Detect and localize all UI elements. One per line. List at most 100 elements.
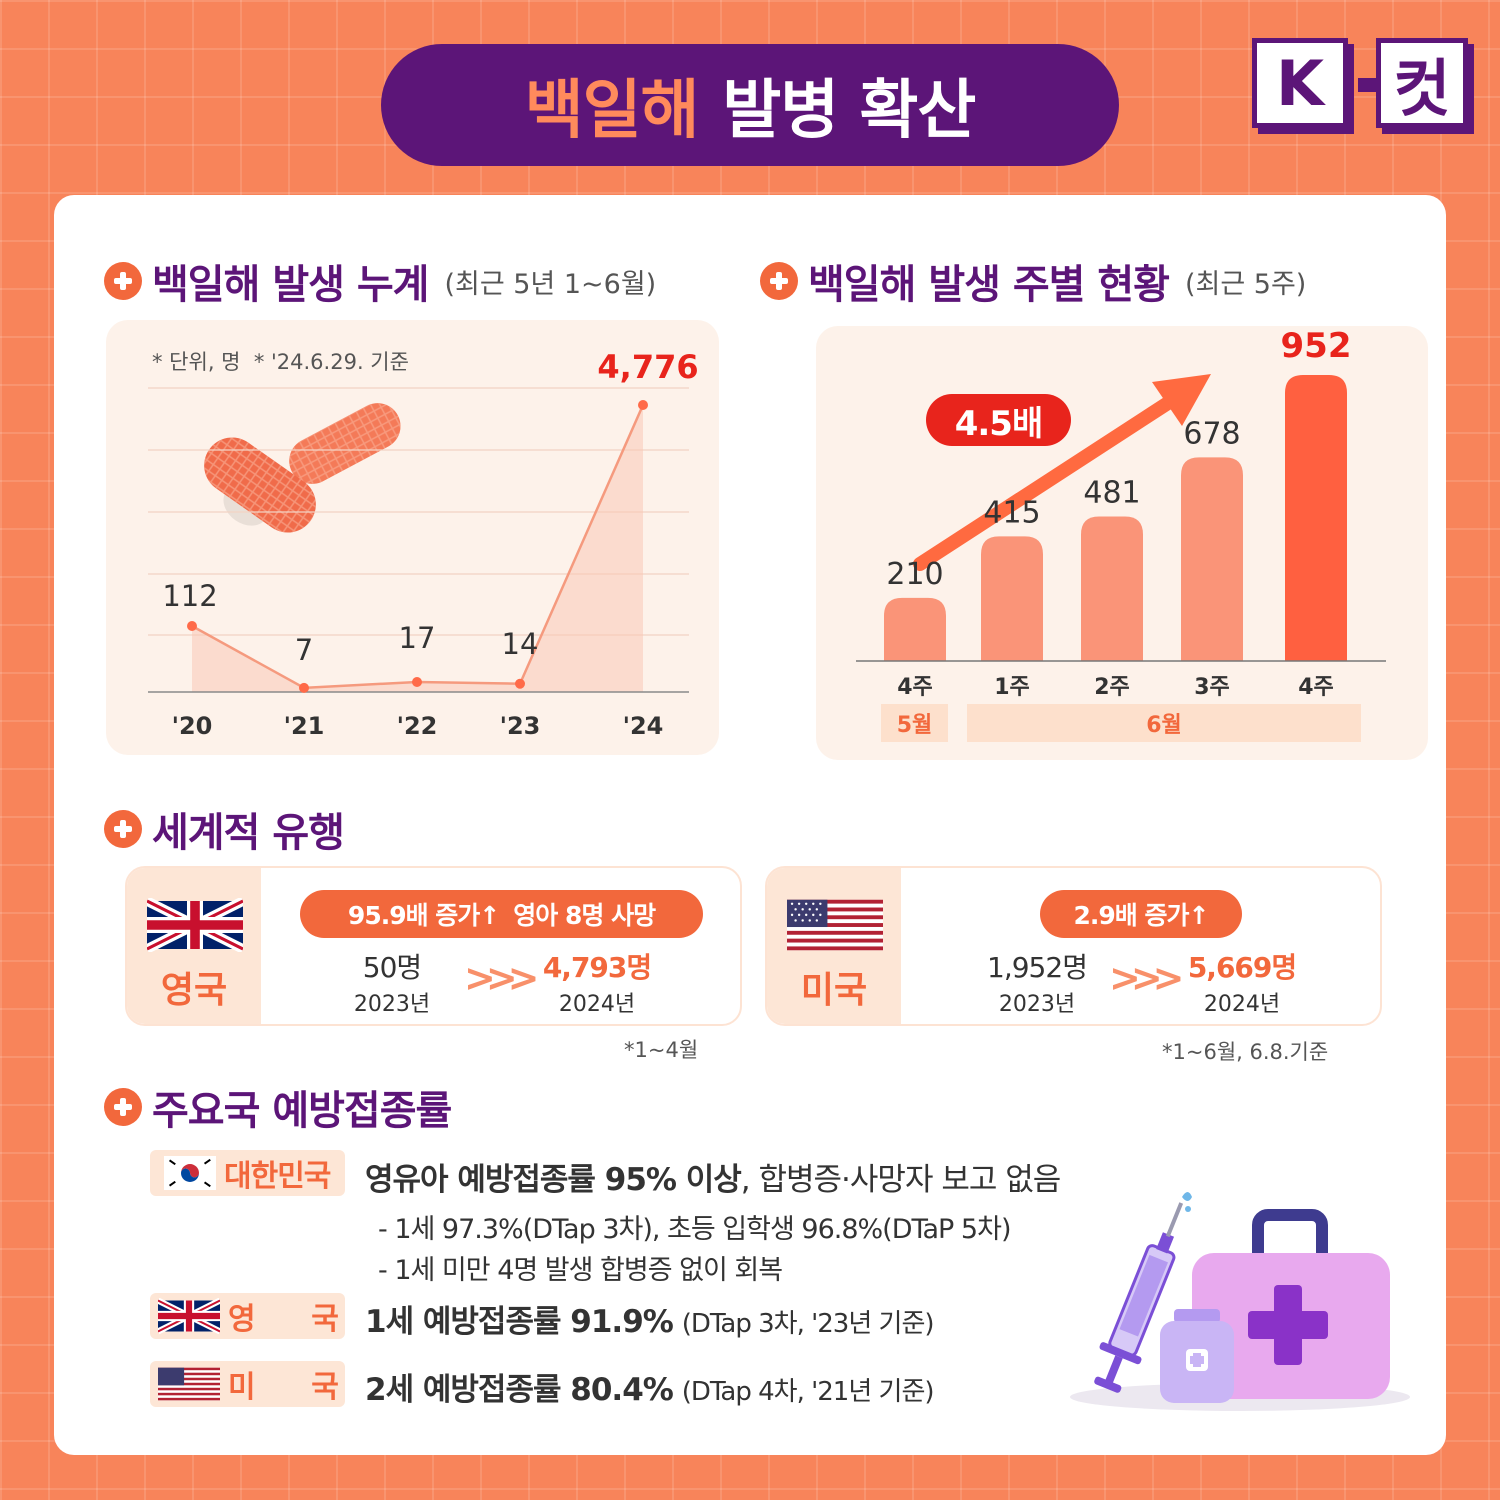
x-tick-label: '20	[172, 712, 213, 740]
us-headline: 2세 예방접종률 80.4%	[365, 1372, 674, 1408]
vaccine-vial-icon	[1160, 1309, 1234, 1403]
section-title-cumulative: 백일해 발생 누계 (최근 5년 1~6월)	[104, 252, 656, 310]
area-fill	[192, 405, 643, 692]
data-label: 7	[295, 633, 313, 667]
badge-deaths: 영아 8명 사망	[513, 901, 656, 930]
data-point	[299, 682, 309, 693]
data-label: 678	[1183, 416, 1240, 451]
data-label: 481	[1083, 475, 1140, 510]
section-title-vaccination: 주요국 예방접종률	[104, 1078, 452, 1136]
uk-2023-value: 50명	[362, 951, 422, 984]
section-subtitle: (최근 5년 1~6월)	[444, 268, 657, 300]
section-subtitle: (최근 5주)	[1184, 268, 1307, 300]
uk-outbreak-card: 영국 95.9배 증가↑ 영아 8명 사망 50명 2023년 >>> 4,79…	[125, 866, 742, 1026]
section-title-weekly: 백일해 발생 주별 현황 (최근 5주)	[760, 252, 1306, 310]
logo-cut: 컷	[1376, 38, 1468, 128]
bar	[981, 536, 1043, 661]
data-label: 952	[1281, 326, 1352, 366]
korea-tail: , 합병증·사망자 보고 없음	[740, 1162, 1061, 1198]
medical-plus-icon	[104, 1088, 142, 1126]
us-vaccination-text: 2세 예방접종률 80.4% (DTap 4차, '21년 기준)	[365, 1364, 935, 1409]
medical-plus-icon	[760, 262, 798, 300]
uk-vaccination-text: 1세 예방접종률 91.9% (DTap 3차, '23년 기준)	[365, 1296, 935, 1341]
medical-plus-icon	[104, 262, 142, 300]
us-2023-value: 1,952명	[987, 951, 1088, 984]
section-title-text: 백일해 발생 주별 현황	[808, 262, 1170, 308]
syringe-icon	[1094, 1192, 1192, 1393]
label-text: 미 국	[228, 1370, 339, 1405]
data-point	[412, 676, 422, 687]
x-tick-label: '21	[284, 712, 325, 740]
korea-label: 대한민국	[150, 1150, 345, 1196]
x-tick-label: 2주	[1094, 675, 1130, 700]
trend-arrow-head	[1152, 374, 1211, 426]
title-accent: 백일해	[524, 74, 700, 148]
data-point	[515, 678, 525, 689]
us-2024-value: 5,669명	[1187, 951, 1297, 984]
uk-flag-icon	[147, 898, 243, 952]
x-tick-label: '24	[623, 712, 664, 740]
data-label: 112	[162, 579, 217, 613]
korea-flag-icon	[164, 1156, 216, 1190]
chart-unit-note: * 단위, 명 * '24.6.29. 기준	[152, 350, 409, 374]
medical-plus-icon	[104, 810, 142, 848]
uk-detail: (DTap 3차, '23년 기준)	[681, 1309, 935, 1339]
uk-note: *1~4월	[624, 1038, 699, 1062]
uk-2024-year: 2024년	[558, 992, 636, 1017]
us-flag-icon	[787, 899, 883, 951]
arrow-chevrons-icon: >>>	[464, 956, 539, 1000]
us-label: 미 국	[150, 1361, 345, 1407]
data-label: 17	[399, 621, 436, 655]
cumulative-line-chart: 112 '20 7 '21 17 '22 14 '23 4,776 '24	[148, 348, 699, 740]
x-tick-label: 4주	[897, 675, 933, 700]
first-aid-kit-icon	[1192, 1209, 1390, 1399]
bar	[1285, 375, 1347, 661]
korea-detail-2: - 1세 미만 4명 발생 합병증 없이 회복	[378, 1255, 783, 1286]
us-outbreak-card: 미국 2.9배 증가↑ 1,952명 2023년 >>> 5,669명 2024…	[765, 866, 1382, 1026]
badge-increase: 2.9배 증가↑	[1073, 901, 1210, 930]
bar	[1081, 516, 1143, 661]
logo-dash	[1358, 78, 1380, 92]
section-title-text: 백일해 발생 누계	[152, 262, 429, 308]
data-point	[638, 400, 648, 410]
data-point	[187, 621, 197, 631]
title-main: 발병 확산	[722, 74, 976, 148]
x-tick-label: '23	[500, 712, 541, 740]
growth-badge: 4.5배	[926, 394, 1071, 446]
x-tick-label: 1주	[994, 675, 1030, 700]
x-tick-label: 4주	[1298, 675, 1334, 700]
data-label: 210	[886, 557, 943, 592]
data-label: 14	[502, 627, 539, 661]
korea-detail-1: - 1세 97.3%(DTap 3차), 초등 입학생 96.8%(DTaP 5…	[378, 1214, 1011, 1245]
korea-vaccination-text: 영유아 예방접종률 95% 이상, 합병증·사망자 보고 없음	[365, 1154, 1061, 1199]
badge-increase: 95.9배 증가↑	[347, 901, 500, 930]
bacteria-illustration	[204, 403, 401, 533]
medical-kit-illustration	[1070, 1192, 1410, 1411]
uk-label: 영 국	[150, 1293, 345, 1339]
bar	[1181, 457, 1243, 661]
label-text: 영 국	[228, 1302, 339, 1337]
us-note: *1~6월, 6.8.기준	[1162, 1040, 1329, 1064]
label-text: 대한민국	[224, 1159, 331, 1194]
x-tick-label: 3주	[1194, 675, 1230, 700]
x-tick-label: '22	[397, 712, 438, 740]
trend-arrow-icon	[913, 374, 1211, 571]
data-label: 4,776	[597, 348, 698, 386]
uk-2024-value: 4,793명	[542, 951, 652, 984]
arrow-chevrons-icon: >>>	[1109, 956, 1184, 1000]
uk-headline: 1세 예방접종률 91.9%	[365, 1304, 674, 1340]
data-label: 415	[983, 495, 1040, 530]
country-name: 영국	[160, 970, 228, 1011]
us-increase-badge: 2.9배 증가↑	[1040, 890, 1242, 938]
bar	[884, 597, 946, 661]
section-title-text: 주요국 예방접종률	[152, 1088, 452, 1134]
weekly-bar-chart: 210 4주 415 1주 481 2주 678 3주 952 4주	[856, 326, 1386, 700]
uk-2023-year: 2023년	[353, 992, 431, 1017]
k-cut-logo: K 컷	[1252, 38, 1474, 136]
month-label-june: 6월	[967, 704, 1361, 742]
title-banner: 백일해 발병 확산	[381, 44, 1119, 166]
section-title-text: 세계적 유행	[152, 810, 345, 856]
month-label-may: 5월	[881, 704, 948, 742]
uk-flag-icon	[158, 1298, 220, 1334]
us-2023-year: 2023년	[998, 992, 1076, 1017]
